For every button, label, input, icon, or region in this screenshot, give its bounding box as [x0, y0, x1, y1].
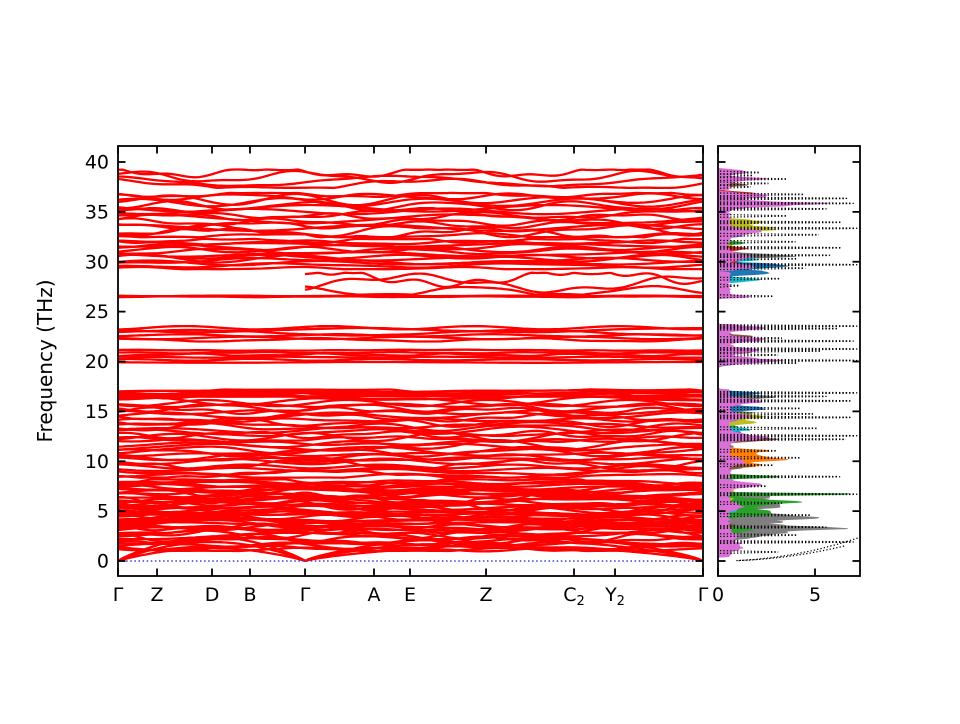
y-axis-label: Frequency (THz): [33, 279, 57, 442]
dos-projected-fills: [719, 168, 850, 558]
y-tick-label: 30: [85, 251, 109, 273]
x-tick-label: E: [404, 584, 416, 606]
dos-x-tick-label: 0: [712, 584, 724, 606]
dos-x-tick-label: 5: [809, 584, 821, 606]
y-tick-label: 0: [97, 551, 109, 573]
x-tick-label: D: [205, 584, 220, 606]
y-tick-label: 10: [85, 451, 109, 473]
x-tick-label: Γ: [698, 584, 709, 606]
dos-atom-dotted-curves: [719, 170, 858, 562]
x-tick-label: Z: [480, 584, 493, 606]
y-tick-label: 40: [85, 152, 109, 174]
x-tick-label: Γ: [113, 584, 124, 606]
y-tick-label: 5: [97, 501, 109, 523]
x-tick-label: C2: [563, 584, 585, 609]
band-structure-curves: [119, 168, 702, 563]
band-panel-axes: [117, 145, 704, 577]
y-tick-label: 25: [85, 301, 109, 323]
dos-panel-axes: [717, 145, 861, 577]
x-tick-label: A: [367, 584, 380, 606]
x-tick-label: B: [243, 584, 256, 606]
x-tick-label: Z: [151, 584, 164, 606]
y-tick-label: 35: [85, 201, 109, 223]
x-tick-label: Γ: [300, 584, 311, 606]
y-tick-label: 20: [85, 351, 109, 373]
y-tick-label: 15: [85, 401, 109, 423]
x-tick-label: Y2: [604, 584, 625, 609]
